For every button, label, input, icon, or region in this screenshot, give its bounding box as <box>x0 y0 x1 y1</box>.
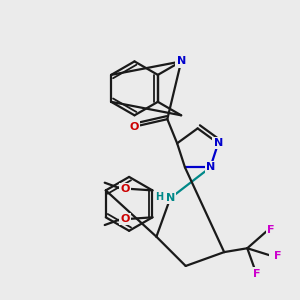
Text: N: N <box>214 138 223 148</box>
Text: F: F <box>274 251 282 261</box>
Text: O: O <box>130 122 139 132</box>
Text: F: F <box>267 225 274 235</box>
Text: O: O <box>120 214 129 224</box>
Text: O: O <box>120 184 129 194</box>
Text: N: N <box>166 193 175 203</box>
Text: F: F <box>253 269 260 279</box>
Text: H: H <box>155 192 164 202</box>
Text: N: N <box>177 56 186 66</box>
Text: N: N <box>206 162 215 172</box>
